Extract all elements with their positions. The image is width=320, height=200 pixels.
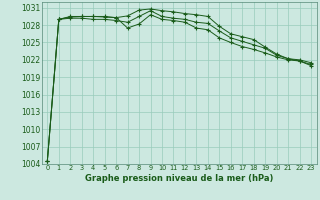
X-axis label: Graphe pression niveau de la mer (hPa): Graphe pression niveau de la mer (hPa) [85, 174, 273, 183]
